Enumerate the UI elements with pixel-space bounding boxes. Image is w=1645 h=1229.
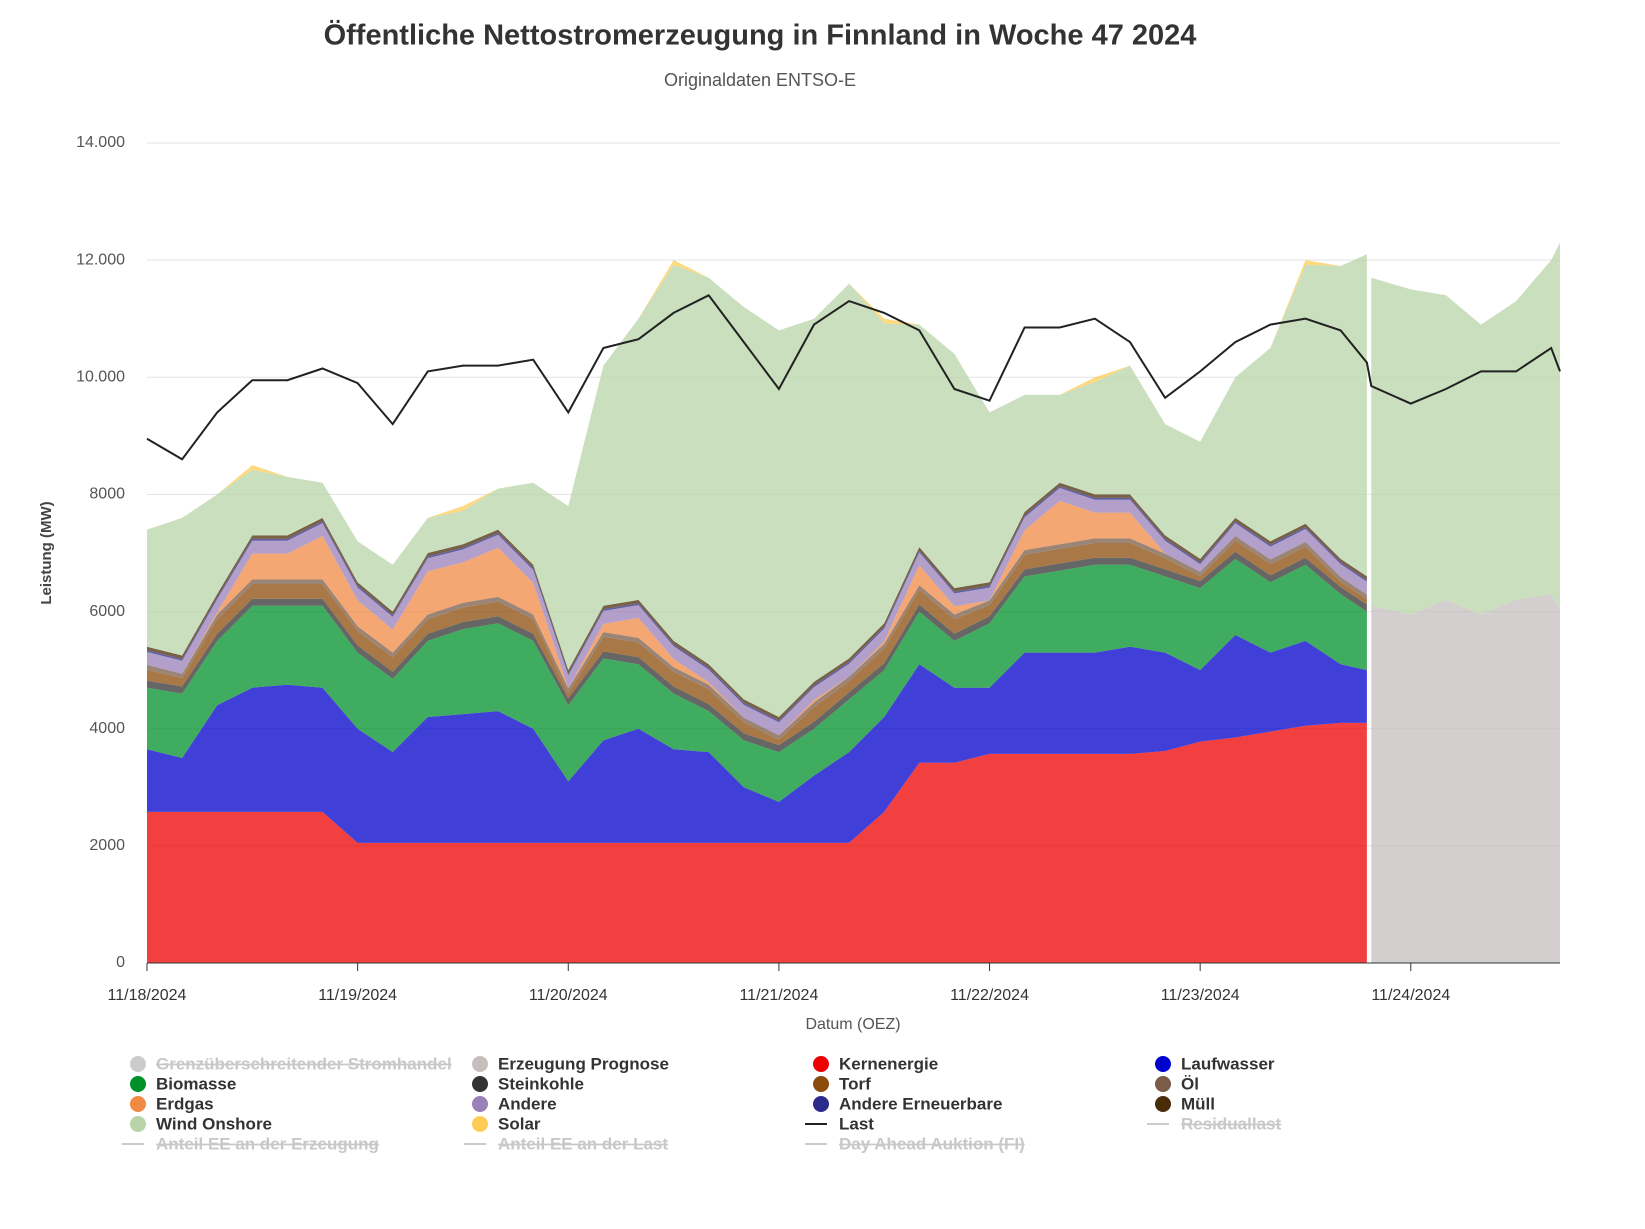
legend-symbol [1155,1056,1171,1072]
legend-label: Grenzüberschreitender Stromhandel [156,1054,452,1073]
legend-label: Anteil EE an der Erzeugung [156,1134,379,1153]
area [147,635,1367,843]
y-tick-label: 8000 [89,486,125,503]
x-tick-label: 11/20/2024 [529,987,608,1004]
legend-symbol [813,1056,829,1072]
legend-symbol [1155,1076,1171,1092]
x-tick-label: 11/18/2024 [108,987,187,1004]
y-tick-label: 0 [116,954,125,971]
legend-label: Last [839,1114,874,1133]
x-tick-label: 11/24/2024 [1371,987,1450,1004]
y-tick-label: 2000 [89,837,125,854]
legend-label: Erzeugung Prognose [498,1054,669,1073]
chart-subtitle: Originaldaten ENTSO-E [664,70,856,90]
y-axis-title: Leistung (MW) [38,501,55,604]
legend-label: Anteil EE an der Last [498,1134,668,1153]
legend-label: Andere Erneuerbare [839,1094,1002,1113]
legend-label: Kernenergie [839,1054,938,1073]
legend-symbol [1155,1096,1171,1112]
legend-label: Öl [1181,1074,1199,1093]
legend-symbol [472,1116,488,1132]
legend-label: Steinkohle [498,1074,584,1093]
area [147,722,1367,963]
area [1371,594,1560,963]
legend-label: Residuallast [1181,1114,1281,1133]
legend-label: Laufwasser [1181,1054,1275,1073]
area [147,558,1367,802]
y-tick-label: 6000 [89,603,125,620]
legend-label: Solar [498,1114,541,1133]
legend-symbol [130,1056,146,1072]
y-tick-label: 12.000 [76,251,125,268]
area [1371,242,1560,615]
y-tick-label: 4000 [89,720,125,737]
x-tick-label: 11/23/2024 [1161,987,1240,1004]
x-axis-title: Datum (OEZ) [805,1016,900,1033]
chart-title: Öffentliche Nettostromerzeugung in Finnl… [324,19,1197,52]
legend-label: Biomasse [156,1074,236,1093]
legend-label: Wind Onshore [156,1114,272,1133]
legend-symbol [472,1056,488,1072]
legend-label: Erdgas [156,1094,214,1113]
legend-label: Day Ahead Auktion (FI) [839,1134,1025,1153]
legend-symbol [130,1096,146,1112]
y-tick-label: 10.000 [76,369,125,386]
legend-label: Müll [1181,1094,1215,1113]
legend-symbol [472,1096,488,1112]
legend-label: Torf [839,1074,871,1093]
line [146,294,1561,461]
areas [147,242,1560,963]
legend-symbol [813,1076,829,1092]
legend-symbol [472,1076,488,1092]
legend-symbol [130,1076,146,1092]
y-tick-label: 14.000 [76,134,125,151]
area [147,254,1367,718]
x-tick-label: 11/21/2024 [739,987,818,1004]
legend-symbol [813,1096,829,1112]
legend-symbol [130,1116,146,1132]
x-tick-label: 11/22/2024 [950,987,1029,1004]
legend-label: Andere [498,1094,557,1113]
x-tick-label: 11/19/2024 [318,987,397,1004]
